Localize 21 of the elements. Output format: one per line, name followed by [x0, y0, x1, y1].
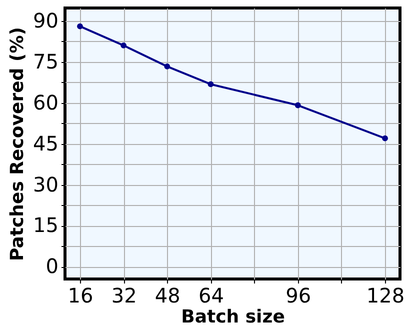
point [382, 135, 388, 142]
x-tick-label: 16 [68, 284, 94, 308]
y-tick-label: 45 [33, 131, 58, 156]
y-tick-label: 30 [33, 172, 58, 196]
x-axis-title: Batch size [181, 306, 285, 328]
x-tick-label: 128 [366, 284, 405, 308]
point [77, 23, 83, 30]
y-tick-label: 0 [46, 254, 58, 278]
point [164, 64, 170, 70]
y-tick-label: 60 [33, 90, 58, 114]
x-tick-label: 96 [286, 284, 312, 308]
y-tick-label: 75 [33, 49, 58, 74]
point [208, 81, 214, 88]
y-tick-label: 90 [33, 8, 58, 32]
x-tick-label: 64 [198, 284, 224, 308]
x-tick-label: 32 [111, 284, 137, 308]
point [294, 102, 301, 108]
y-axis-title: Patches Recovered (%) [7, 27, 28, 261]
point [120, 42, 127, 48]
y-tick-label: 15 [33, 213, 58, 238]
x-tick-label: 48 [154, 284, 180, 308]
